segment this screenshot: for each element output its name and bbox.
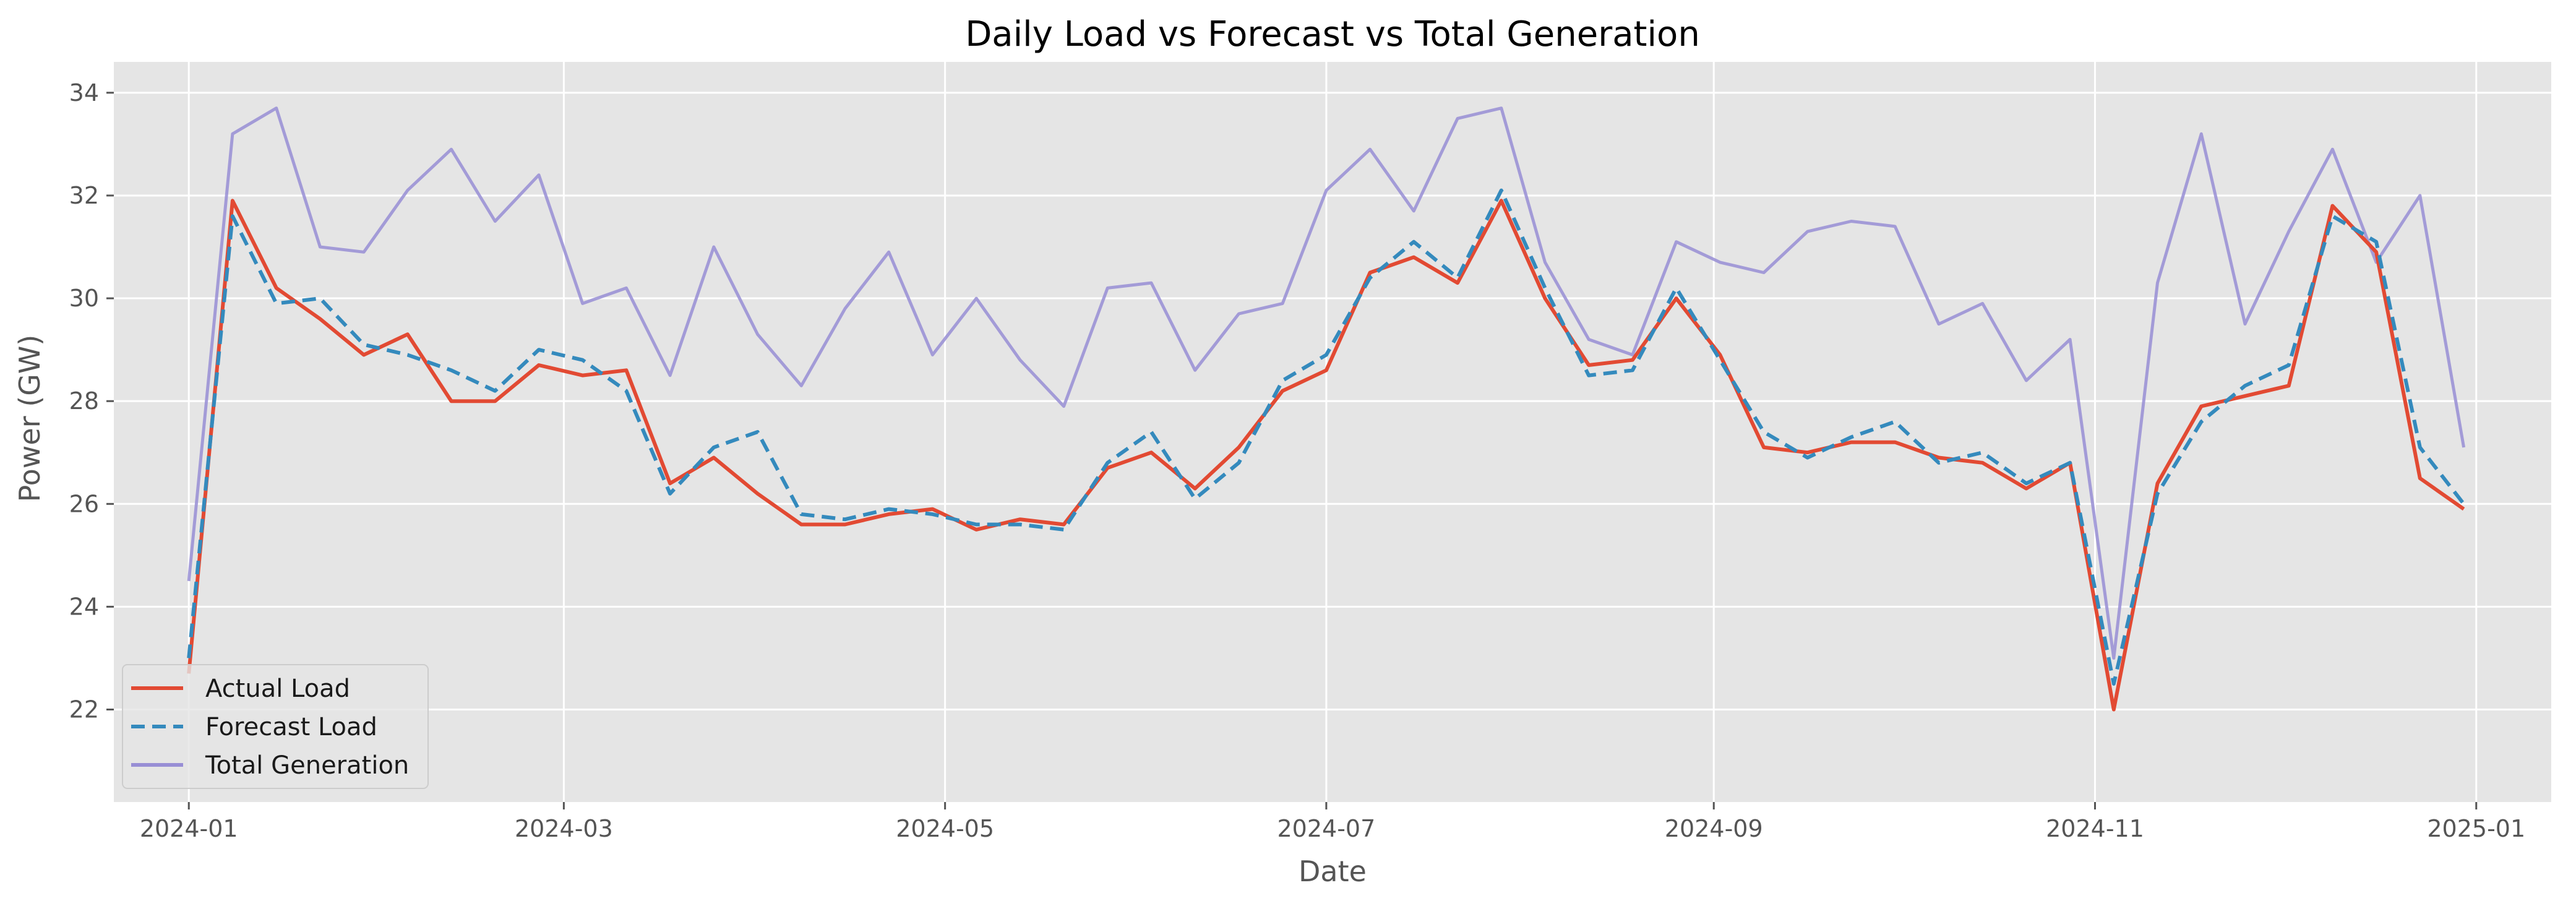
legend-label: Forecast Load — [205, 713, 377, 741]
y-tick-label: 24 — [69, 593, 99, 620]
series-line-forecast-load — [187, 188, 2465, 686]
series-line-total-generation — [187, 106, 2466, 660]
chart-title: Daily Load vs Forecast vs Total Generati… — [965, 14, 1700, 54]
y-axis-ticks: 22 24 26 28 30 32 34 — [69, 79, 114, 723]
y-tick-label: 30 — [69, 285, 99, 312]
x-axis-ticks: 2024-01 2024-03 2024-05 2024-07 2024-09 2024-… — [140, 802, 2525, 842]
x-tick-label: 2024-03 — [515, 815, 613, 842]
x-tick-label: 2025-01 — [2427, 815, 2525, 842]
legend: Actual Load Forecast Load Total Generation — [122, 664, 429, 789]
x-tick-label: 2024-07 — [1277, 815, 1376, 842]
legend-box — [122, 664, 429, 789]
y-axis-label: Power (GW) — [13, 335, 46, 503]
legend-label: Total Generation — [205, 751, 409, 780]
x-tick-label: 2024-05 — [896, 815, 994, 842]
y-tick-label: 26 — [69, 490, 99, 517]
y-tick-label: 32 — [69, 182, 99, 209]
x-tick-label: 2024-09 — [1665, 815, 1763, 842]
x-axis-label: Date — [1299, 855, 1367, 888]
x-tick-label: 2024-01 — [140, 815, 238, 842]
series-lines — [187, 106, 2466, 712]
legend-label: Actual Load — [205, 675, 350, 703]
y-tick-label: 34 — [69, 79, 99, 106]
y-tick-label: 28 — [69, 387, 99, 415]
y-tick-label: 22 — [69, 696, 99, 723]
x-tick-label: 2024-11 — [2046, 815, 2144, 842]
